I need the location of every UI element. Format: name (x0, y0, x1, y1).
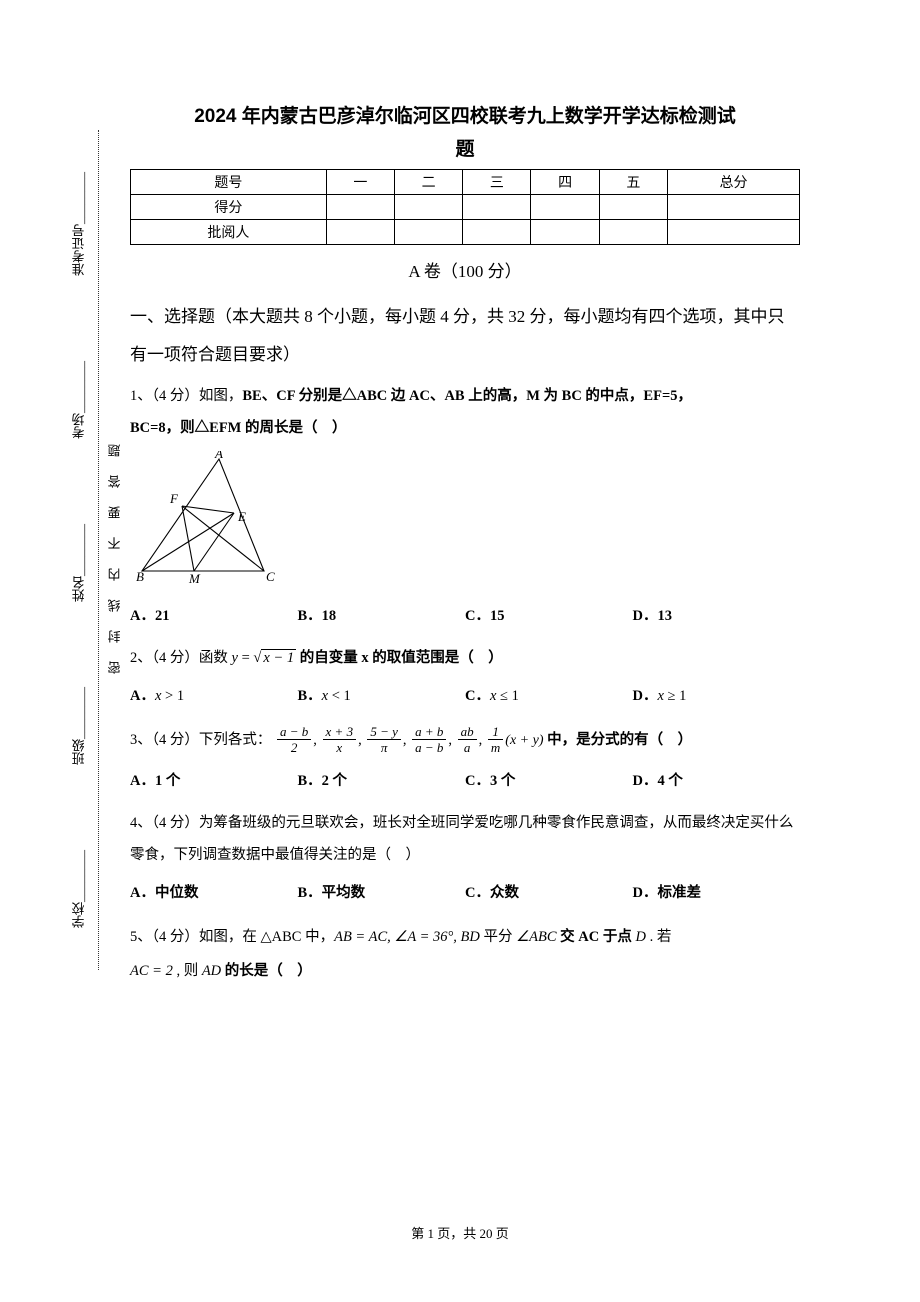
q5-l2d: 的长是（ ） (221, 963, 312, 979)
q3-opt-C: C．3 个 (465, 766, 633, 798)
q5-l2b: , 则 (173, 963, 202, 979)
table-row-header: 题号 一 二 三 四 五 总分 (131, 170, 800, 195)
page-content: 2024 年内蒙古巴彦淖尔临河区四校联考九上数学开学达标检测试 题 题号 一 二… (130, 100, 800, 995)
fig-label-F: F (169, 491, 179, 506)
q3-term-4: a + ba − b (412, 725, 446, 754)
th-4: 四 (531, 170, 599, 195)
fig-label-A: A (214, 451, 223, 461)
q4-options: A．中位数 B．平均数 C．众数 D．标准差 (130, 878, 800, 910)
q3-term-6: 1m (488, 725, 503, 754)
table-row-score: 得分 (131, 195, 800, 220)
label-id: 准考证号________ (70, 172, 89, 276)
q2-prefix: 2、（4 分）函数 (130, 650, 232, 666)
q1-opt-A: A．21 (130, 601, 298, 633)
page-number: 第 1 页，共 20 页 (0, 1223, 920, 1242)
fig-label-E: E (237, 509, 246, 524)
q5-l1e: . 若 (646, 929, 671, 945)
th-total: 总分 (667, 170, 799, 195)
fig-label-B: B (136, 569, 144, 584)
section-1-header: 一、选择题（本大题共 8 个小题，每小题 4 分，共 32 分，每小题均有四个选… (130, 298, 800, 373)
q3-term-3: 5 − yπ (367, 725, 401, 754)
seal-line-label: 密封线内不要答题 (106, 130, 124, 970)
td-score-label: 得分 (131, 195, 327, 220)
question-2: 2、（4 分）函数 y = x − 1 的自变量 x 的取值范围是（ ） (130, 643, 800, 675)
q2-eq: = (238, 650, 253, 666)
table-row-reviewer: 批阅人 (131, 220, 800, 245)
q5-cond1: AB = AC, ∠A = 36°, BD (334, 929, 480, 945)
label-name: 姓名________ (70, 524, 89, 602)
question-4: 4、（4 分）为筹备班级的元旦联欢会，班长对全班同学爱吃哪几种零食作民意调查，从… (130, 808, 800, 872)
exam-title-line1: 2024 年内蒙古巴彦淖尔临河区四校联考九上数学开学达标检测试 (130, 100, 800, 134)
q3-term-6-tail: (x + y) (505, 733, 543, 748)
seal-text: 密封线内不要答题 (106, 426, 125, 674)
q4-opt-B: B．平均数 (298, 878, 466, 910)
q5-tri: △ABC (261, 929, 302, 945)
th-2: 二 (394, 170, 462, 195)
q3-options: A．1 个 B．2 个 C．3 个 D．4 个 (130, 766, 800, 798)
triangle-svg: A B C E F M (134, 451, 289, 586)
student-info-labels: 学校________ 班级________ 姓名________ 考场_____… (70, 130, 88, 970)
q2-options: A．A．x > 1x > 1 B．x < 1 C．x ≤ 1 D．x ≥ 1 (130, 681, 800, 713)
td-reviewer-label: 批阅人 (131, 220, 327, 245)
q2-radicand: x − 1 (261, 649, 296, 666)
q5-cond2: ∠ABC (516, 929, 556, 945)
question-3: 3、（4 分）下列各式： a − b2, x + 3x, 5 − yπ, a +… (130, 722, 800, 760)
q4-opt-A: A．中位数 (130, 878, 298, 910)
q2-sqrt: x − 1 (253, 643, 296, 675)
th-3: 三 (463, 170, 531, 195)
q5-l2c: AD (202, 963, 221, 979)
q2-opt-C: C．x ≤ 1 (465, 681, 633, 713)
q5-l1b: 中， (301, 929, 334, 945)
question-1: 1、（4 分）如图，BE、CF 分别是△ABC 边 AC、AB 上的高，M 为 … (130, 381, 800, 445)
q1-options: A．21 B．18 C．15 D．13 (130, 601, 800, 633)
fig-label-M: M (188, 571, 201, 586)
q3-opt-D: D．4 个 (633, 766, 801, 798)
q1-opt-D: D．13 (633, 601, 801, 633)
q5-l1a: 5、（4 分）如图，在 (130, 929, 261, 945)
q3-term-2: x + 3x (323, 725, 357, 754)
fig-label-C: C (266, 569, 275, 584)
q5-l1d: 交 AC 于点 (557, 929, 636, 945)
label-room: 考场________ (70, 361, 89, 439)
q2-suffix: 的自变量 x 的取值范围是（ ） (296, 650, 503, 666)
q1-opt-B: B．18 (298, 601, 466, 633)
q3-term-5: aba (458, 725, 477, 754)
q3-opt-A: A．1 个 (130, 766, 298, 798)
th-1: 一 (326, 170, 394, 195)
q4-opt-C: C．众数 (465, 878, 633, 910)
q1-figure: A B C E F M (134, 451, 800, 591)
exam-title-line2: 题 (130, 134, 800, 161)
q3-term-1: a − b2 (277, 725, 311, 754)
q1-prefix: 1、（4 分）如图， (130, 388, 242, 404)
binding-margin: 学校________ 班级________ 姓名________ 考场_____… (68, 130, 128, 970)
th-num: 题号 (131, 170, 327, 195)
label-school: 学校________ (70, 850, 89, 928)
q5-D: D (635, 929, 645, 945)
question-5: 5、（4 分）如图，在 △ABC 中，AB = AC, ∠A = 36°, BD… (130, 920, 800, 990)
q1-body1: BE、CF 分别是△ABC 边 AC、AB 上的高，M 为 BC 的中点，EF=… (242, 388, 692, 404)
q2-opt-B: B．x < 1 (298, 681, 466, 713)
score-table: 题号 一 二 三 四 五 总分 得分 批阅人 (130, 169, 800, 245)
paper-a-label: A 卷（100 分） (130, 257, 800, 282)
th-5: 五 (599, 170, 667, 195)
q3-opt-B: B．2 个 (298, 766, 466, 798)
q5-l1c: 平分 (480, 929, 516, 945)
q5-l2a: AC = 2 (130, 963, 173, 979)
q1-opt-C: C．15 (465, 601, 633, 633)
q4-opt-D: D．标准差 (633, 878, 801, 910)
q3-prefix: 3、（4 分）下列各式： (130, 732, 271, 748)
q2-opt-D: D．x ≥ 1 (633, 681, 801, 713)
q2-opt-A: A．A．x > 1x > 1 (130, 681, 298, 713)
dotted-line (98, 130, 99, 970)
q3-suffix: 中，是分式的有（ ） (547, 732, 692, 748)
label-class: 班级________ (70, 687, 89, 765)
q1-body2: BC=8，则△EFM 的周长是（ ） (130, 420, 347, 436)
